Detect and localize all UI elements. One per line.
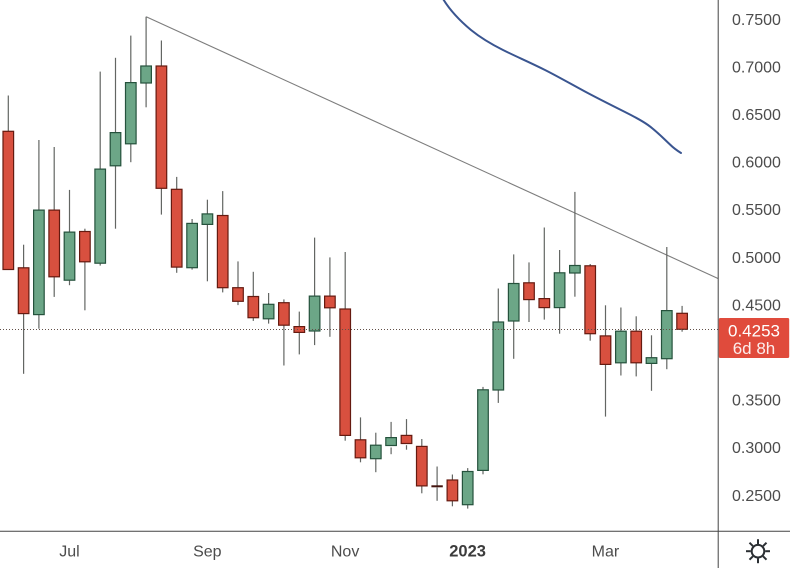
svg-text:Mar: Mar [592,544,620,561]
svg-text:0.6000: 0.6000 [732,155,781,172]
svg-text:0.2500: 0.2500 [732,488,781,505]
svg-text:0.3000: 0.3000 [732,440,781,457]
svg-text:0.5000: 0.5000 [732,250,781,267]
svg-text:2023: 2023 [449,543,486,561]
svg-text:6d 8h: 6d 8h [733,339,776,358]
svg-text:0.4500: 0.4500 [732,297,781,314]
svg-text:0.7000: 0.7000 [732,59,781,76]
svg-text:0.5500: 0.5500 [732,202,781,219]
svg-text:Sep: Sep [193,544,222,561]
svg-text:Nov: Nov [331,544,359,561]
svg-text:Jul: Jul [59,544,79,561]
svg-text:0.7500: 0.7500 [732,12,781,29]
svg-text:0.3500: 0.3500 [732,393,781,410]
svg-text:0.4253: 0.4253 [728,321,780,340]
svg-text:0.6500: 0.6500 [732,107,781,124]
